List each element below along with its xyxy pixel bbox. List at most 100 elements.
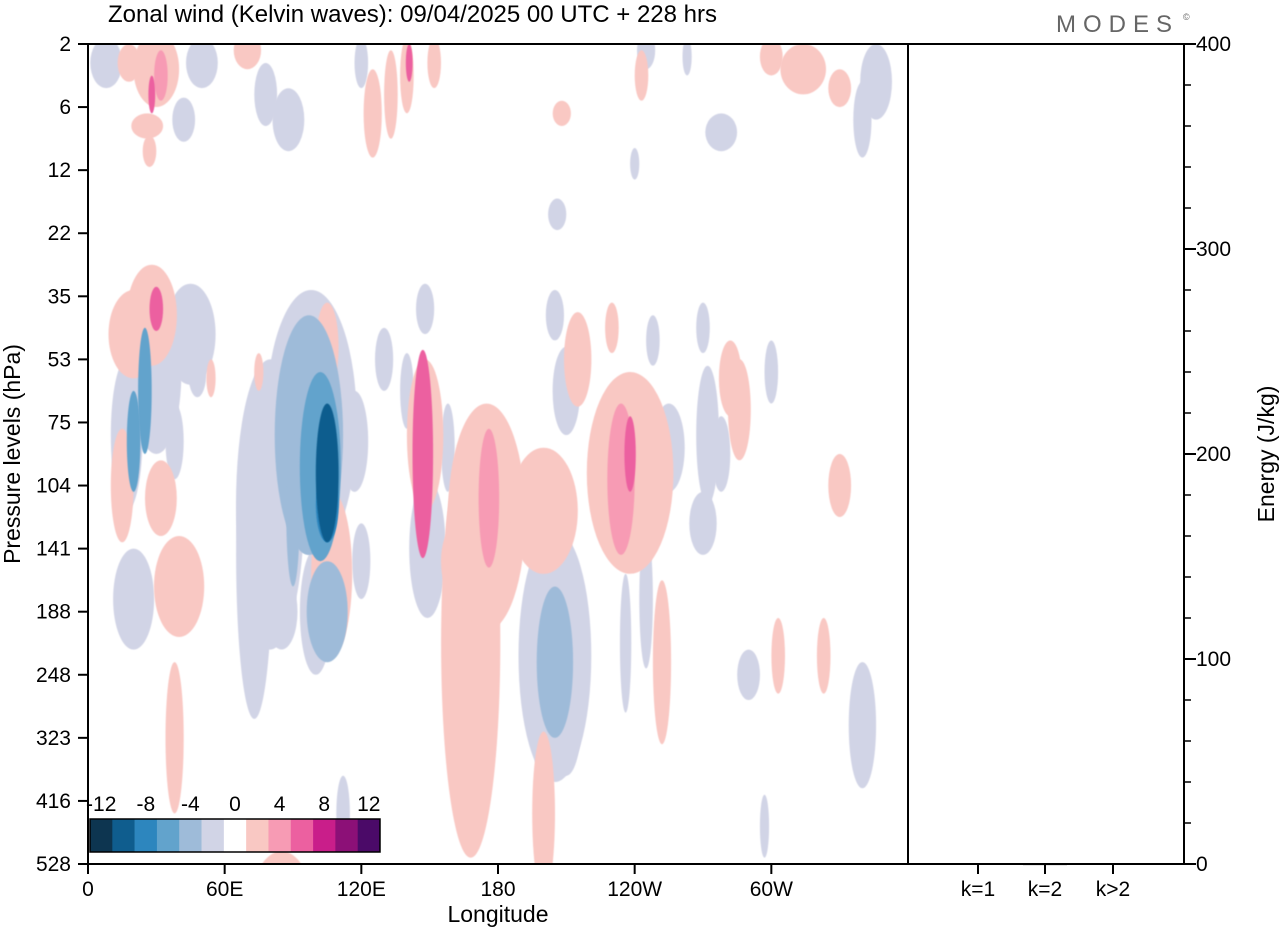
wind-anomaly-blob [771,618,785,694]
wind-anomaly-blob [816,618,831,694]
wind-anomaly-blob [279,889,297,930]
wind-anomaly-blob [689,491,717,555]
wind-anomaly-blob [154,536,205,637]
wind-anomaly-blob [545,290,565,341]
energy-panel-frame [907,43,1185,865]
wind-anomaly-blob [126,390,141,492]
pressure-tick-label: 53 [48,348,71,371]
colorbar-swatch [268,819,292,852]
wind-anomaly-blob [352,523,371,599]
energy-axis: 0 100 200 300 400 [1184,33,1231,876]
colorbar-swatch [290,819,314,852]
colorbar-tick-label: -8 [136,793,155,816]
wind-anomaly-blob [828,454,852,517]
energy-tick-label: 300 [1196,238,1231,261]
wind-anomaly-blob [354,44,369,89]
pressure-tick-label: 12 [48,159,71,182]
wind-anomaly-blob [286,435,300,587]
colorbar-swatch [201,819,225,852]
colorbar-frame [89,818,381,853]
wind-anomaly-blob [165,403,184,480]
wind-anomaly-blob [145,460,177,536]
energy-tick-label: 0 [1196,853,1208,876]
wind-anomaly-blob [149,286,164,331]
wind-anomaly-blob [412,349,434,559]
pressure-tick-label: 2 [59,33,71,56]
colorbar-swatch [156,819,180,852]
wind-anomaly-blob [696,302,710,353]
modes-logo: MODES © [1056,11,1190,38]
wind-anomaly-blob [138,327,152,454]
wind-anomaly-blob [705,113,738,152]
pressure-tick-label: 416 [36,790,71,813]
y-axis-label: Pressure levels (hPa) [0,344,25,564]
wind-anomaly-blob [165,662,184,814]
wind-anomaly-blob [272,88,305,152]
pressure-tick-label: 141 [36,538,71,561]
longitude-tick-label: 120W [607,878,662,901]
wind-anomaly-blob [416,283,435,335]
energy-bar [1091,863,1135,865]
wind-anomaly-blob [509,447,578,574]
energy-category-label: k=2 [1028,878,1062,901]
pressure-tick-label: 248 [36,664,71,687]
longitude-tick-label: 120E [337,878,386,901]
wind-anomaly-blob [172,97,196,142]
colorbar-swatch [179,819,202,852]
logo-mark: © [1183,12,1190,22]
wind-anomaly-blob [261,851,302,864]
colorbar-tick-label: -4 [181,793,200,816]
colorbar-swatch [313,819,336,852]
wind-anomaly-blob [652,580,672,745]
wind-anomaly-blob [548,198,567,231]
energy-tick-label: 100 [1196,648,1231,671]
colorbar-tick-label: 12 [357,793,380,816]
wind-anomaly-blob [236,390,273,719]
wind-anomaly-blob [624,416,636,492]
colorbar: -12 -8 -4 0 4 8 12 [86,793,381,853]
logo-text: MODES [1056,11,1179,38]
wind-anomaly-blob [759,794,770,858]
pressure-tick-label: 6 [59,96,71,119]
energy-tick-label: 200 [1196,443,1231,466]
pressure-tick-label: 188 [36,601,71,624]
colorbar-swatch [134,819,158,852]
colorbar-swatch [357,819,381,852]
pressure-tick-label: 528 [36,853,71,876]
colorbar-swatch [112,819,135,852]
wind-anomaly-blob [315,403,339,543]
wind-anomaly-blob [718,340,742,417]
wind-anomaly-blob [427,44,441,89]
pressure-tick-label: 22 [48,222,71,245]
heatmap-area [90,44,892,930]
wind-anomaly-blob [634,50,649,101]
wind-anomaly-blob [148,75,156,114]
pressure-tick-label: 104 [36,475,71,498]
wind-anomaly-blob [254,63,278,126]
colorbar-swatch [223,819,247,852]
wind-anomaly-blob [764,340,779,404]
wind-anomaly-blob [90,44,123,89]
wind-anomaly-blob [532,731,555,864]
wind-anomaly-blob [206,359,216,398]
wind-anomaly-blob [131,113,164,139]
wind-anomaly-blob [441,403,455,492]
wind-anomaly-blob [536,586,574,738]
wind-anomaly-blob [737,649,760,700]
pressure-tick-label: 75 [48,411,71,434]
wind-anomaly-blob [142,135,157,167]
longitude-tick-label: 60W [750,878,793,901]
colorbar-tick-label: -12 [86,793,116,816]
energy-categories: k=1 k=2 k>2 [961,864,1130,901]
longitude-tick-label: 180 [480,878,515,901]
wind-anomaly-blob [113,548,155,650]
wind-anomaly-blob [780,44,826,95]
wind-anomaly-blob [682,44,692,76]
pressure-tick-label: 323 [36,727,71,750]
wind-anomaly-blob [405,44,413,82]
energy-axis-label: Energy (J/kg) [1253,386,1279,523]
colorbar-tick-label: 8 [318,793,330,816]
wind-anomaly-blob [154,50,168,101]
longitude-tick-label: 0 [82,878,94,901]
